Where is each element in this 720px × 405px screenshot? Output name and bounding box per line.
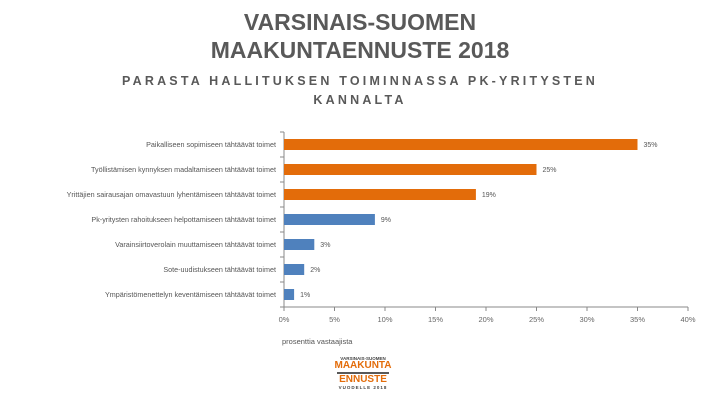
x-tick-label: 0%: [279, 315, 290, 324]
bar: [284, 239, 315, 250]
chart-title: PARASTA HALLITUKSEN TOIMINNASSA PK-YRITY…: [122, 74, 598, 107]
x-tick-label: 25%: [529, 315, 544, 324]
bar: [284, 264, 305, 275]
page-title-line2: MAAKUNTAENNUSTE 2018: [210, 37, 510, 63]
category-label: Työllistämisen kynnyksen madaltamiseen t…: [91, 165, 276, 174]
logo-line3: ENNUSTE: [339, 374, 387, 385]
logo: VARSINAIS-SUOMEN MAAKUNTA ENNUSTE VUODEL…: [333, 356, 393, 390]
category-label: Yrittäjien sairausajan omavastuun lyhent…: [67, 190, 276, 199]
logo-line4: VUODELLE 2018: [338, 385, 388, 390]
category-label: Pk-yritysten rahoitukseen helpottamiseen…: [91, 215, 276, 224]
value-label: 25%: [543, 167, 557, 174]
value-label: 9%: [381, 217, 391, 224]
x-tick-label: 20%: [478, 315, 493, 324]
category-label: Sote-uudistukseen tähtäävät toimet: [163, 265, 276, 274]
x-tick-label: 10%: [377, 315, 392, 324]
logo-line1: VARSINAIS-SUOMEN: [340, 356, 386, 361]
bar: [284, 214, 375, 225]
bar: [284, 164, 537, 175]
bar: [284, 189, 476, 200]
x-tick-label: 15%: [428, 315, 443, 324]
x-tick-label: 30%: [579, 315, 594, 324]
category-label: Ympäristömenettelyn keventämiseen tähtää…: [105, 290, 276, 299]
x-tick-label: 40%: [680, 315, 695, 324]
x-tick-label: 35%: [630, 315, 645, 324]
value-label: 3%: [320, 242, 330, 249]
x-tick-label: 5%: [329, 315, 340, 324]
category-label: Paikalliseen sopimiseen tähtäävät toimet: [146, 140, 276, 149]
bar: [284, 289, 295, 300]
category-label: Varainsiirtoverolain muuttamiseen tähtää…: [115, 240, 276, 249]
value-label: 1%: [300, 292, 310, 299]
value-label: 19%: [482, 192, 496, 199]
x-axis-title: prosenttia vastaajista: [282, 337, 353, 346]
logo-line2: MAAKUNTA: [334, 360, 392, 371]
value-label: 35%: [644, 142, 658, 149]
bar: [284, 139, 638, 150]
page-title-line1: VARSINAIS-SUOMEN: [243, 9, 477, 35]
value-label: 2%: [310, 267, 320, 274]
